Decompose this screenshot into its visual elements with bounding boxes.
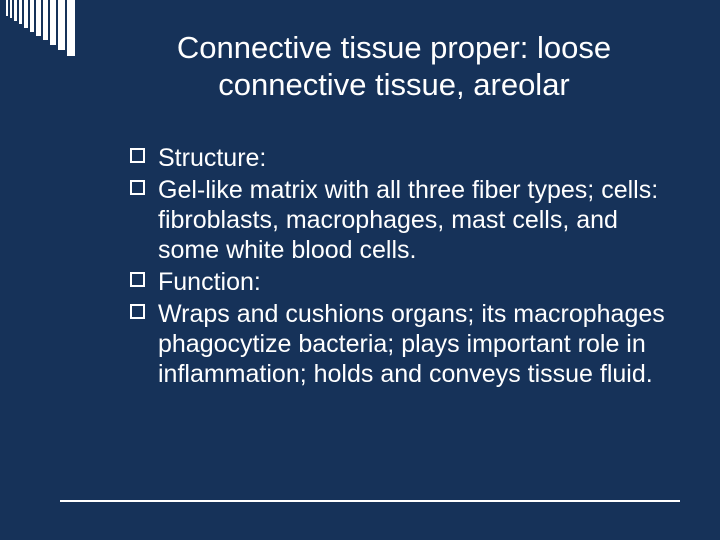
decoration-bar <box>24 0 28 28</box>
decoration-bar <box>58 0 65 50</box>
decoration-bar <box>14 0 17 21</box>
bullet-square-icon <box>130 272 145 287</box>
decoration-bar <box>50 0 56 45</box>
decoration-bar <box>30 0 34 32</box>
list-item-text: Function: <box>158 268 261 296</box>
decoration-bar <box>10 0 12 18</box>
list-item: Gel-like matrix with all three fiber typ… <box>130 175 670 265</box>
slide-content: Connective tissue proper: loose connecti… <box>108 30 680 391</box>
list-item-text: Wraps and cushions organs; its macrophag… <box>158 300 665 388</box>
list-item-text: Gel-like matrix with all three fiber typ… <box>158 176 658 264</box>
slide-title: Connective tissue proper: loose connecti… <box>108 30 680 117</box>
list-item: Function: <box>130 267 670 297</box>
bottom-rule <box>60 500 680 502</box>
bullet-list: Structure: Gel-like matrix with all three… <box>108 143 680 389</box>
decoration-bar <box>43 0 48 40</box>
decoration-bar <box>19 0 22 24</box>
decoration-bar <box>36 0 41 36</box>
bullet-square-icon <box>130 180 145 195</box>
decoration-bar <box>6 0 8 16</box>
bullet-square-icon <box>130 304 145 319</box>
list-item-text: Structure: <box>158 144 266 172</box>
corner-bars-decoration <box>0 0 75 56</box>
bullet-square-icon <box>130 148 145 163</box>
list-item: Wraps and cushions organs; its macrophag… <box>130 299 670 389</box>
list-item: Structure: <box>130 143 670 173</box>
decoration-bar <box>67 0 75 56</box>
